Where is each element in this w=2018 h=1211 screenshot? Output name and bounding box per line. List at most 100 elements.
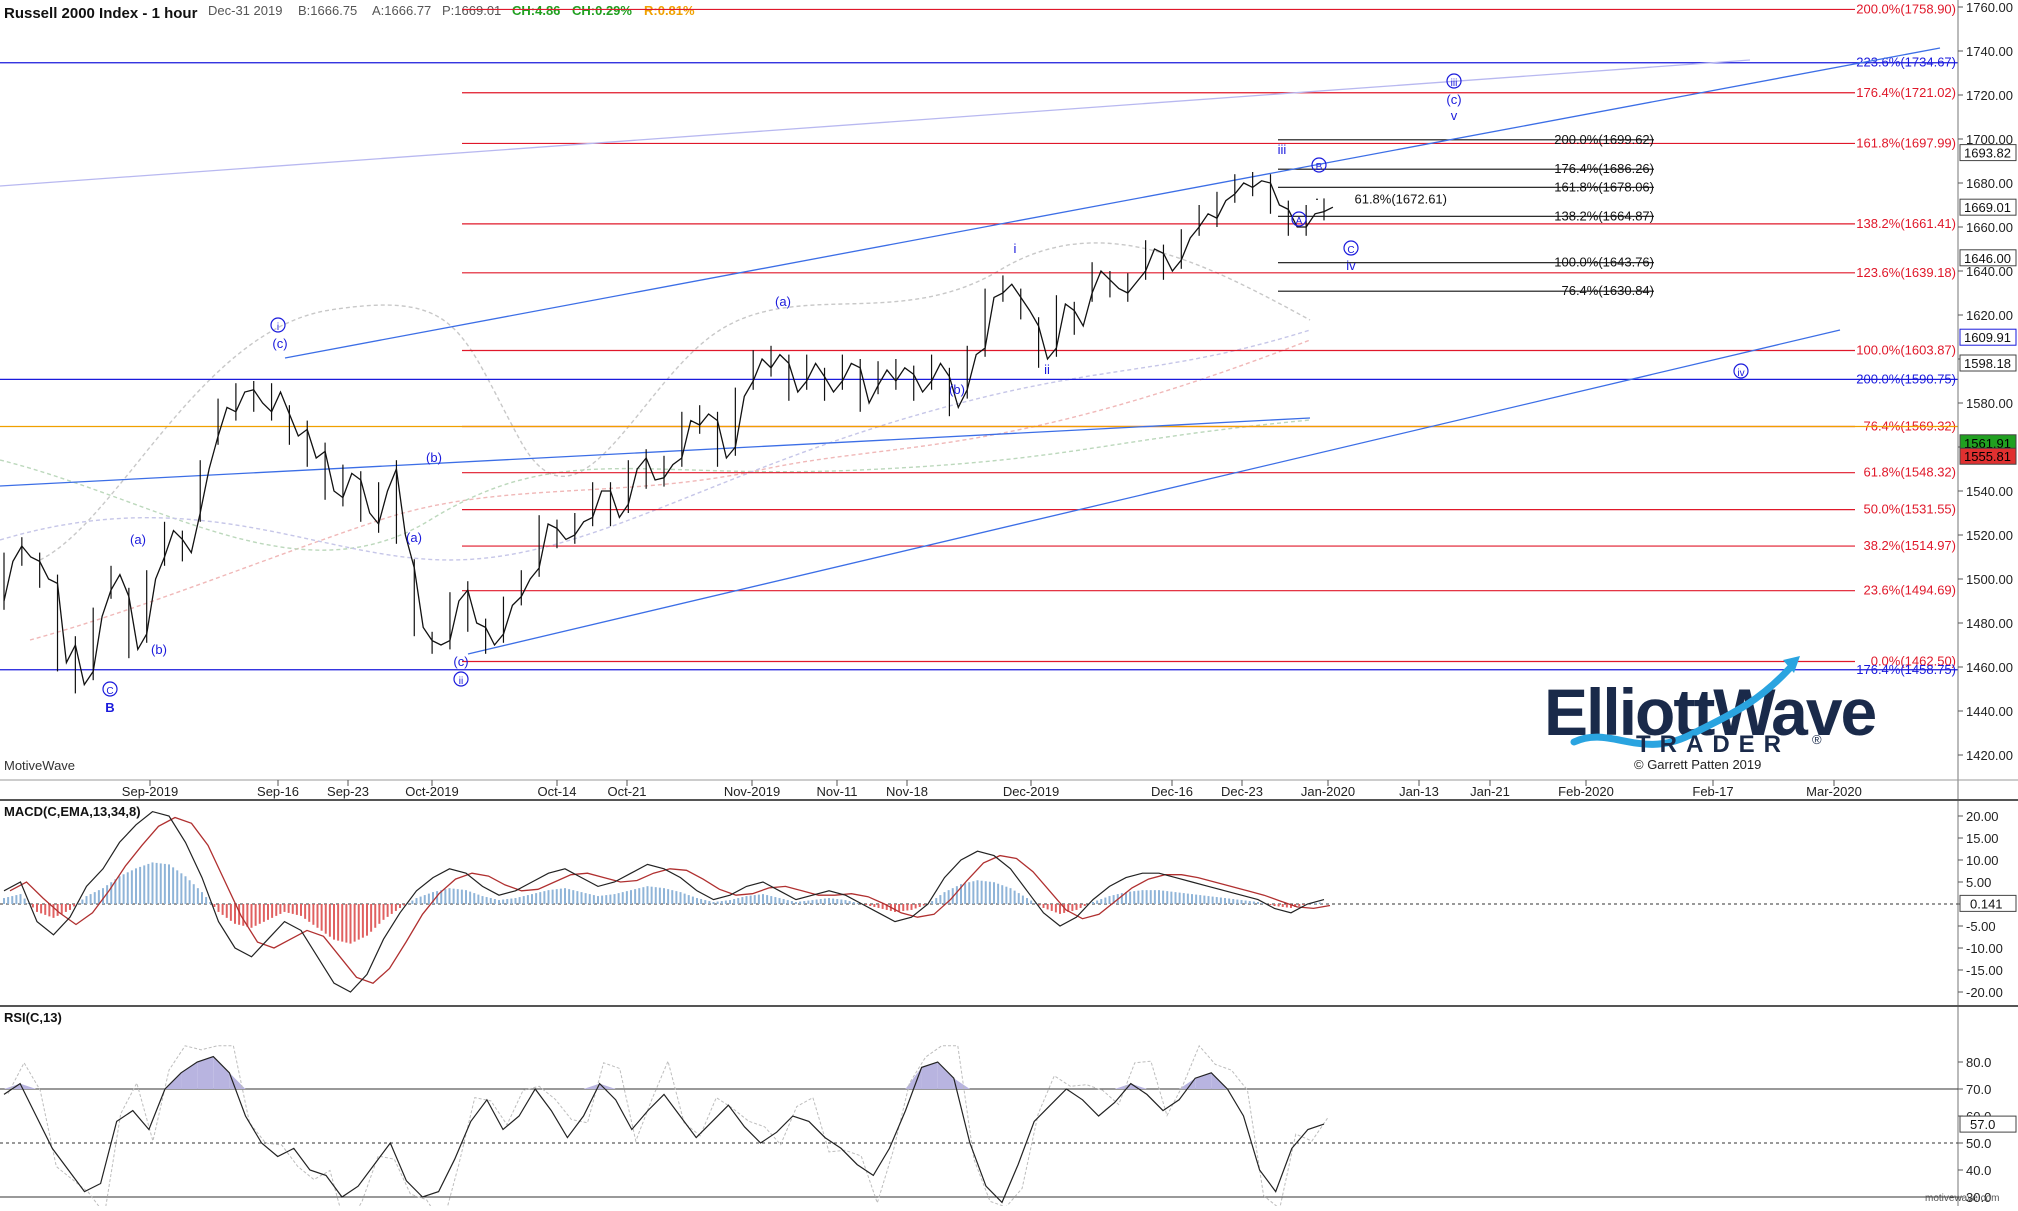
fib-label-red: 200.0%(1758.90) — [1856, 1, 1956, 16]
x-tick-label: Dec-2019 — [1003, 784, 1059, 799]
price-tag-label: 1646.00 — [1964, 251, 2011, 266]
wave-label: (a) — [130, 532, 146, 547]
macd-y-tick-label: -5.00 — [1966, 919, 1996, 934]
x-tick-label: Dec-23 — [1221, 784, 1263, 799]
macd-y-tick-label: 10.00 — [1966, 853, 1999, 868]
brand-copyright: © Garrett Patten 2019 — [1634, 757, 1761, 772]
fib-label-blue: 200.0%(1590.75) — [1856, 371, 1956, 386]
wave-label: i — [1014, 241, 1017, 256]
macd-title: MACD(C,EMA,13,34,8) — [4, 804, 141, 819]
x-tick-label: Jan-13 — [1399, 784, 1439, 799]
y-tick-label: 1460.00 — [1966, 660, 2013, 675]
y-tick-label: 1500.00 — [1966, 572, 2013, 587]
rsi-y-tick-label: 30.0 — [1966, 1190, 1991, 1205]
price-tag-label: 1609.91 — [1964, 330, 2011, 345]
macd-y-tick-label: -10.00 — [1966, 941, 2003, 956]
moving-average-curve — [0, 419, 1311, 551]
wave-label: B — [105, 700, 114, 715]
wave-label: B — [1316, 162, 1323, 173]
x-tick-label: Feb-2020 — [1558, 784, 1614, 799]
x-tick-label: Jan-21 — [1470, 784, 1510, 799]
price-tag — [1959, 354, 2017, 372]
rsi-y-tick-label: 40.0 — [1966, 1163, 1991, 1178]
y-tick-label: 1440.00 — [1966, 704, 2013, 719]
fib-label-red: 100.0%(1603.87) — [1856, 342, 1956, 357]
rsi-y-tick-label: 80.0 — [1966, 1055, 1991, 1070]
wave-label-circle — [1311, 157, 1327, 173]
wave-label: iv — [1346, 258, 1356, 273]
x-tick-label: Feb-17 — [1692, 784, 1733, 799]
wave-label-circle — [1343, 240, 1359, 256]
y-tick-label: 1480.00 — [1966, 616, 2013, 631]
x-tick-label: Nov-2019 — [724, 784, 780, 799]
x-tick-label: Jan-2020 — [1301, 784, 1355, 799]
fib-label-red: 138.2%(1661.41) — [1856, 216, 1956, 231]
rsi-panel: 80.070.060.050.040.030.020.057.0 — [0, 1044, 2017, 1211]
wave-label-circle — [1291, 211, 1307, 227]
trendline — [467, 329, 1841, 655]
y-tick-label: 1760.00 — [1966, 0, 2013, 15]
brand-registered: ® — [1812, 732, 1822, 747]
x-tick-label: Mar-2020 — [1806, 784, 1862, 799]
wave-label-circle — [270, 317, 286, 333]
y-tick-label: 1620.00 — [1966, 308, 2013, 323]
wave-label: (c) — [453, 654, 468, 669]
price-tag-label: 1561.91 — [1964, 436, 2011, 451]
wave-label: C — [1347, 245, 1354, 256]
x-tick-label: Nov-11 — [817, 784, 858, 799]
macd-signal-line — [9, 816, 1331, 984]
fib-label-black: 76.4%(1630.84) — [1561, 283, 1654, 298]
header-price: P:1669.01 — [442, 3, 501, 18]
price-series — [3, 172, 1334, 694]
fib-label-red: 61.8%(1548.32) — [1863, 465, 1956, 480]
rsi-overbought-fill — [213, 1056, 230, 1089]
wave-label: ii — [459, 676, 463, 687]
chart-title: Russell 2000 Index - 1 hour — [4, 5, 198, 22]
fib-label-black: 176.4%(1686.26) — [1554, 161, 1654, 176]
rsi-line — [3, 1055, 1325, 1204]
rsi-overbought-fill — [1130, 1083, 1147, 1089]
rsi-y-tick-label: 50.0 — [1966, 1136, 1991, 1151]
x-tick-label: Oct-21 — [607, 784, 646, 799]
footer-site: motivewave.com — [1925, 1193, 1999, 1204]
y-tick-label: 1640.00 — [1966, 264, 2013, 279]
fib-label-black: 161.8%(1678.06) — [1554, 179, 1654, 194]
x-tick-label: Sep-23 — [327, 784, 369, 799]
y-tick-label: 1580.00 — [1966, 396, 2013, 411]
fib-label-red: 38.2%(1514.97) — [1863, 538, 1956, 553]
rsi-overbought-fill — [905, 1067, 922, 1089]
fib-label-red: 176.4%(1721.02) — [1856, 85, 1956, 100]
fib-label-red: 50.0%(1531.55) — [1863, 502, 1956, 517]
x-tick-label: Oct-14 — [537, 784, 576, 799]
rsi-overbought-fill — [953, 1078, 970, 1089]
price-tag — [1959, 144, 2017, 162]
chart-header: Russell 2000 Index - 1 hour Dec-31 2019 … — [4, 3, 695, 22]
x-tick-label: Sep-2019 — [122, 784, 178, 799]
trendline — [0, 417, 1311, 487]
price-tag — [1959, 328, 2017, 346]
wave-label: iv — [1737, 368, 1744, 379]
rsi-overbought-fill — [181, 1062, 198, 1089]
wave-label: iii — [1278, 142, 1287, 157]
moving-average-curve — [39, 242, 1311, 561]
wave-label: (a) — [406, 530, 422, 545]
brand-bottom: TRADER — [1636, 731, 1790, 758]
header-range: R:0.81% — [644, 3, 695, 18]
fib-label-black: 61.8%(1672.61) — [1354, 191, 1447, 206]
wave-label: (a) — [775, 294, 791, 309]
price-tag-label: 1555.81 — [1964, 449, 2011, 464]
header-change: CH:4.86 — [512, 3, 560, 18]
price-tag-label: 1693.82 — [1964, 146, 2011, 161]
macd-line — [3, 810, 1325, 993]
rsi-value-label: 57.0 — [1970, 1117, 1995, 1132]
y-tick-label: 1700.00 — [1966, 132, 2013, 147]
y-tick-label: 1540.00 — [1966, 484, 2013, 499]
fib-label-black: 200.0%(1699.62) — [1554, 132, 1654, 147]
macd-panel: 20.0015.0010.005.000-5.00-10.00-15.00-20… — [0, 809, 2017, 1000]
macd-value-tag — [1959, 894, 2017, 912]
moving-average-curve — [0, 329, 1311, 561]
x-tick-label: Nov-18 — [886, 784, 928, 799]
wave-label: (c) — [272, 336, 287, 351]
price-tag — [1959, 447, 2017, 465]
